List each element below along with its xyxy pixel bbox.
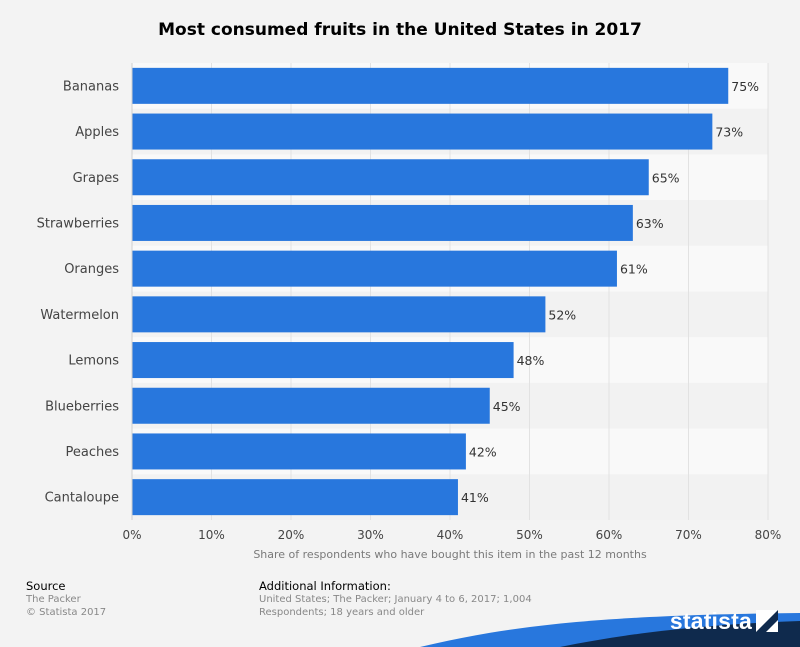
value-label: 41% <box>461 490 489 505</box>
x-tick-label: 60% <box>596 528 623 542</box>
category-label: Grapes <box>73 171 120 186</box>
bar <box>132 204 633 241</box>
additional-info-heading: Additional Information: <box>259 579 391 593</box>
bar <box>132 159 649 196</box>
x-tick-label: 20% <box>278 528 305 542</box>
source-line: The Packer <box>26 594 81 605</box>
category-label: Apples <box>75 125 119 140</box>
bar <box>132 387 490 424</box>
category-label: Oranges <box>64 262 119 277</box>
brand-band: statista <box>0 587 800 647</box>
category-label: Lemons <box>68 354 119 369</box>
value-label: 42% <box>469 444 497 459</box>
x-tick-label: 70% <box>675 528 702 542</box>
statista-logo[interactable]: statista <box>669 608 752 634</box>
bar <box>132 479 458 516</box>
x-tick-label: 50% <box>516 528 543 542</box>
additional-info-line: Respondents; 18 years and older <box>259 607 425 618</box>
value-label: 48% <box>517 353 545 368</box>
bar <box>132 113 713 150</box>
statista-logo-icon <box>756 610 778 632</box>
category-label: Blueberries <box>45 399 119 414</box>
x-axis-label: Share of respondents who have bought thi… <box>253 548 647 561</box>
bar-chart: Bananas 75% Apples 73% Grapes 65% Strawberries… <box>37 63 782 542</box>
value-label: 73% <box>715 125 743 140</box>
bar <box>132 296 546 333</box>
chart-title: Most consumed fruits in the United State… <box>158 20 642 40</box>
x-tick-label: 40% <box>437 528 464 542</box>
bar <box>132 433 466 470</box>
value-label: 61% <box>620 262 648 277</box>
bar <box>132 250 617 287</box>
bar <box>132 342 514 379</box>
source-heading: Source <box>26 579 66 593</box>
category-label: Peaches <box>66 445 120 460</box>
value-label: 63% <box>636 216 664 231</box>
x-tick-label: 0% <box>122 528 141 542</box>
category-label: Cantaloupe <box>45 491 119 506</box>
additional-info-line: United States; The Packer; January 4 to … <box>259 594 532 605</box>
bar <box>132 67 729 104</box>
value-label: 75% <box>731 79 759 94</box>
x-tick-label: 30% <box>357 528 384 542</box>
value-label: 65% <box>652 170 680 185</box>
x-tick-label: 80% <box>755 528 782 542</box>
value-label: 52% <box>548 307 576 322</box>
category-label: Watermelon <box>40 308 119 323</box>
copyright-line: © Statista 2017 <box>26 607 107 618</box>
source-block: Source The Packer © Statista 2017 <box>26 579 106 619</box>
x-tick-label: 10% <box>198 528 225 542</box>
value-label: 45% <box>493 399 521 414</box>
additional-info-block: Additional Information: United States; T… <box>259 579 559 619</box>
category-label: Strawberries <box>37 216 120 231</box>
category-label: Bananas <box>63 79 119 94</box>
